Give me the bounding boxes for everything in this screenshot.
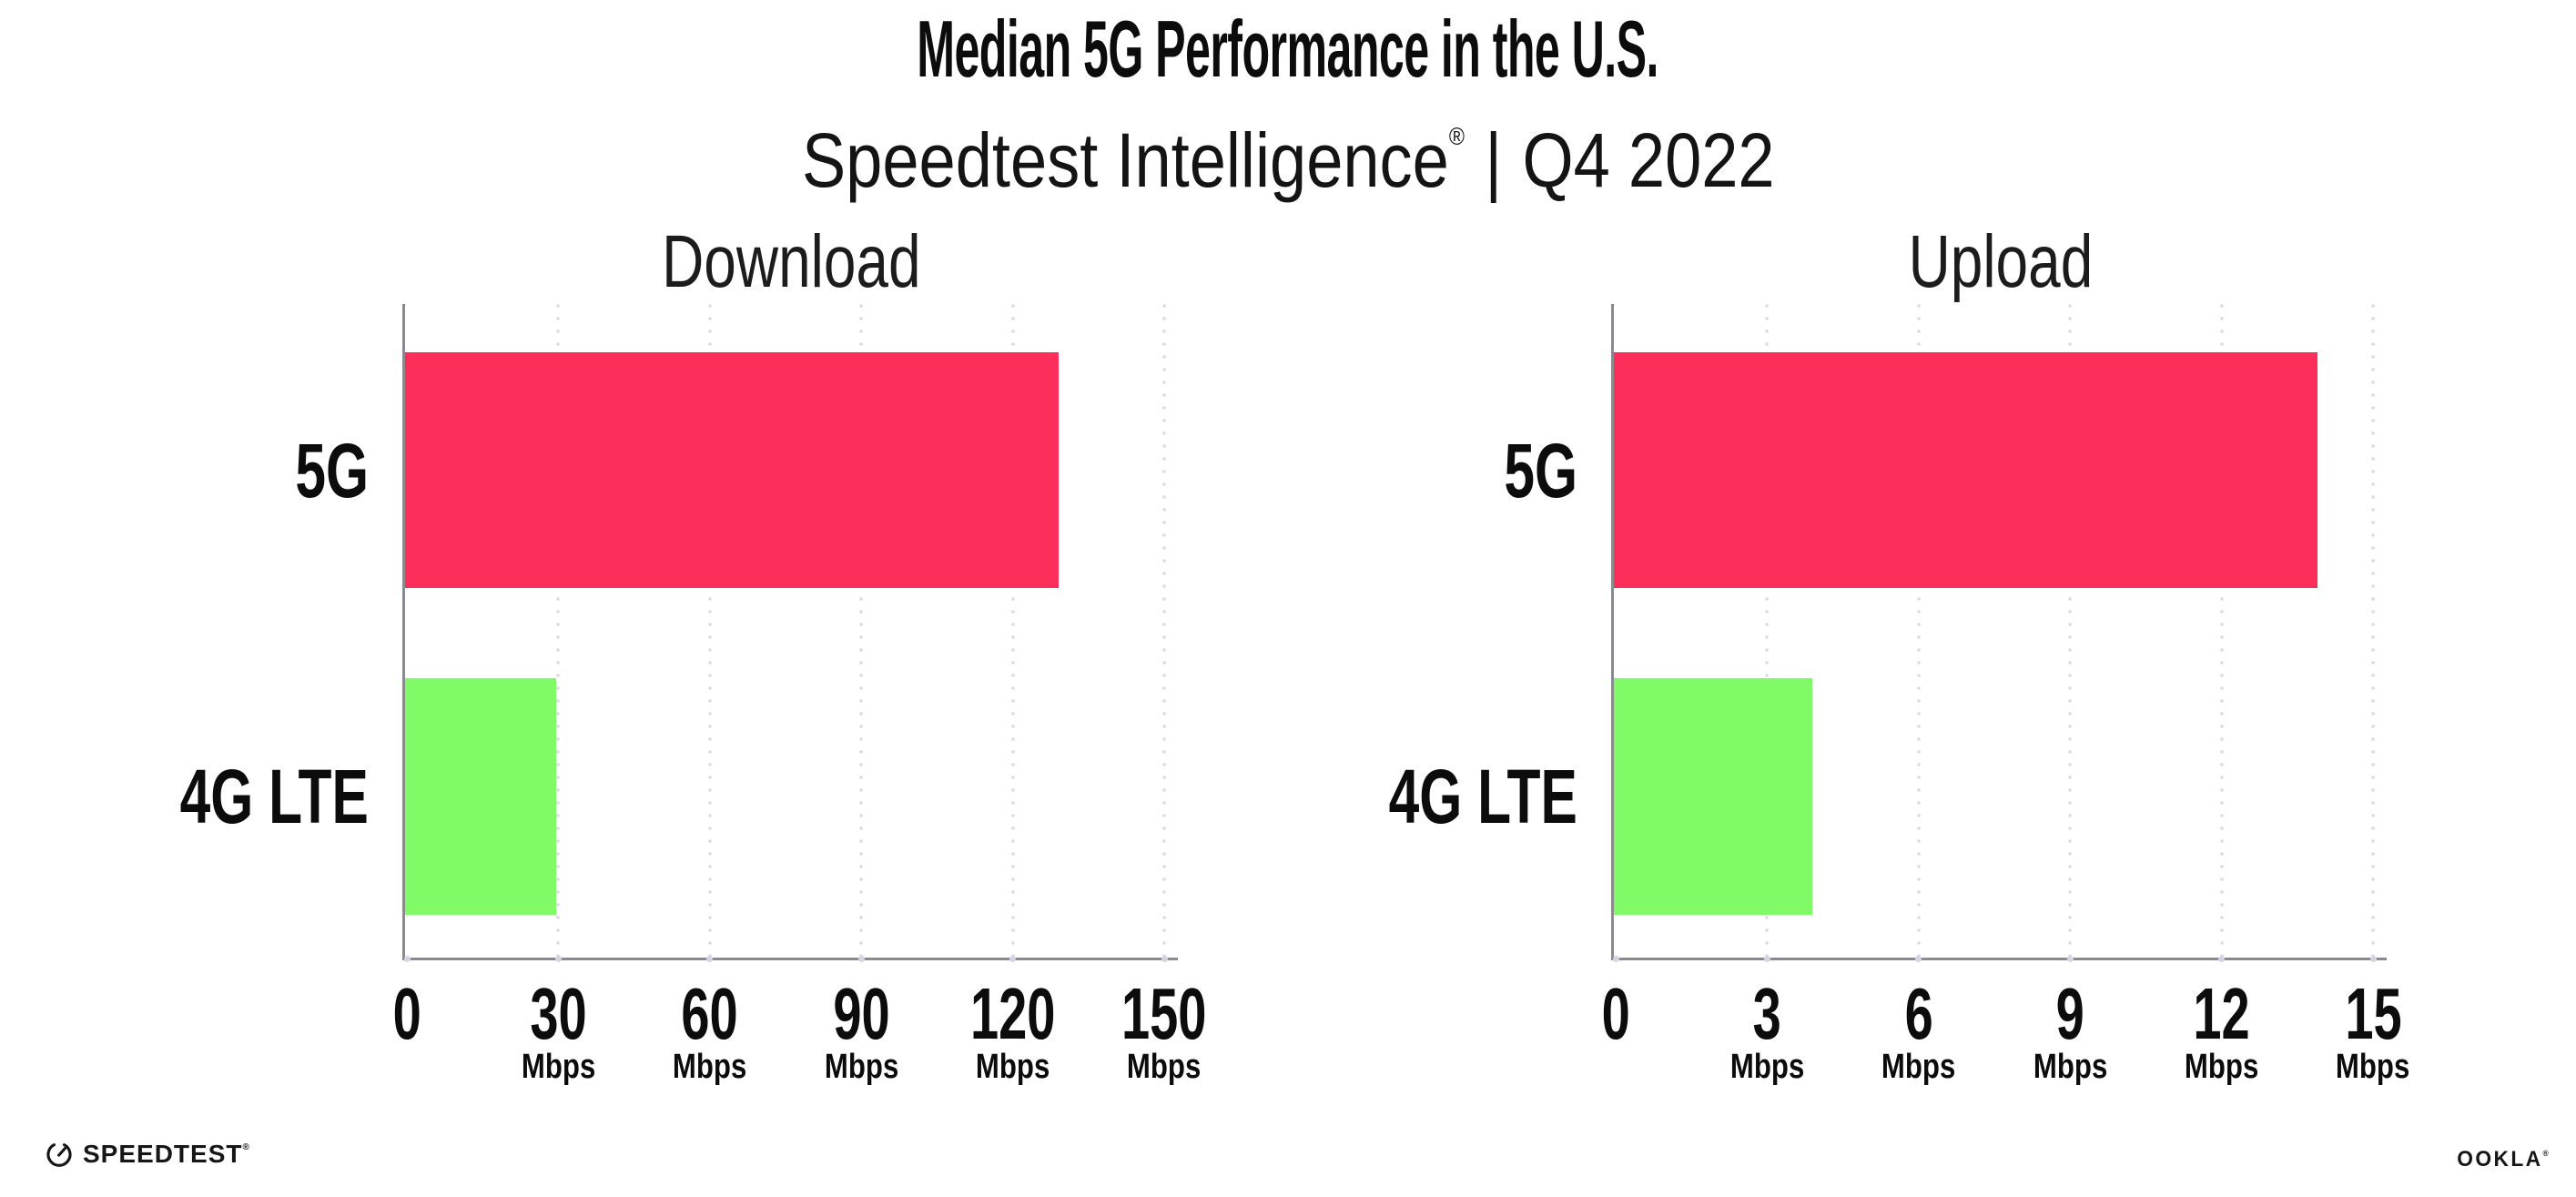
subtitle-period: Q4 2022 <box>1522 117 1775 203</box>
x-tick-label-12: 12 <box>2193 973 2250 1054</box>
dotted-gridline <box>2371 304 2375 958</box>
x-tick-label-60: 60 <box>681 973 738 1054</box>
registered-mark: ® <box>1448 123 1465 150</box>
dotted-gridline <box>556 304 561 958</box>
subtitle-brand: Speedtest Intelligence <box>801 117 1449 203</box>
x-tick-label-0: 0 <box>1601 973 1630 1054</box>
bar-5g-upload <box>1614 352 2317 588</box>
x-tick-label-0: 0 <box>392 973 421 1054</box>
x-tick-label-90: 90 <box>833 973 890 1054</box>
dotted-gridline <box>2219 304 2224 958</box>
dotted-gridline <box>859 304 864 958</box>
speedtest-logo-text: SPEEDTEST® <box>83 1140 249 1168</box>
x-tick-label-120: 120 <box>969 973 1056 1054</box>
x-tick-unit-label: Mbps <box>1881 1048 1956 1086</box>
axis-tick-dot <box>2066 956 2074 962</box>
x-tick-unit-label: Mbps <box>2033 1048 2107 1086</box>
dotted-gridline <box>1010 304 1015 958</box>
x-tick-label-3: 3 <box>1752 973 1781 1054</box>
page-subtitle: Speedtest Intelligence® | Q4 2022 <box>0 93 2576 204</box>
upload-chart: Upload 5G 4G LTE 0 3 Mbps 6 Mbps 9 Mbps 12 Mbps 1… <box>1389 220 2410 1086</box>
category-label-5g: 5G <box>1504 428 1577 513</box>
dotted-gridline <box>1162 304 1166 958</box>
dotted-gridline <box>1916 304 1921 958</box>
axis-tick-dot <box>403 956 411 962</box>
bar-4g-lte-download <box>405 678 556 915</box>
registered-mark: ® <box>242 1142 249 1152</box>
axis-tick-dot <box>1009 956 1017 962</box>
ookla-logo: OOKLA® <box>2457 1147 2549 1172</box>
axis-tick-dot <box>857 956 865 962</box>
x-tick-unit-label: Mbps <box>2336 1048 2410 1086</box>
x-tick-unit-label: Mbps <box>824 1048 898 1086</box>
x-tick-unit-label: Mbps <box>521 1048 596 1086</box>
x-tick-label-9: 9 <box>2055 973 2084 1054</box>
chart-title-download: Download <box>662 220 921 303</box>
axis-tick-dot <box>1763 956 1770 962</box>
x-tick-label-150: 150 <box>1121 973 1207 1054</box>
axis-tick-dot <box>706 956 714 962</box>
category-label-4g-lte: 4G LTE <box>179 754 369 839</box>
category-label-5g: 5G <box>295 428 369 513</box>
registered-mark: ® <box>2542 1149 2549 1158</box>
download-chart: Download 5G 4G LTE 0 30 Mbps 60 Mbps 90 Mbps 12… <box>180 220 1207 1086</box>
x-tick-unit-label: Mbps <box>975 1048 1050 1086</box>
axis-tick-dot <box>2369 956 2377 962</box>
axis-tick-dot <box>1161 956 1168 962</box>
category-label-4g-lte: 4G LTE <box>1388 754 1577 839</box>
x-tick-label-30: 30 <box>530 973 587 1054</box>
page-title: Median 5G Performance in the U.S. <box>917 4 1659 94</box>
bar-4g-lte-upload <box>1614 678 1813 915</box>
chart-title-upload: Upload <box>1908 220 2093 303</box>
speedtest-gauge-icon <box>46 1143 72 1167</box>
speedtest-logo: SPEEDTEST® <box>46 1140 249 1169</box>
dotted-gridline <box>2068 304 2073 958</box>
axis-tick-dot <box>554 956 562 962</box>
dotted-gridline <box>707 304 712 958</box>
x-tick-unit-label: Mbps <box>673 1048 747 1086</box>
x-tick-unit-label: Mbps <box>2184 1048 2259 1086</box>
bar-5g-download <box>405 352 1059 588</box>
axis-tick-dot <box>1612 956 1619 962</box>
dotted-gridline <box>1765 304 1770 958</box>
x-tick-label-15: 15 <box>2344 973 2402 1054</box>
subtitle-separator: | <box>1485 117 1502 203</box>
axis-tick-dot <box>1915 956 1922 962</box>
axis-tick-dot <box>2218 956 2226 962</box>
x-tick-unit-label: Mbps <box>1729 1048 1805 1086</box>
x-tick-label-6: 6 <box>1904 973 1933 1054</box>
x-tick-unit-label: Mbps <box>1127 1048 1202 1086</box>
